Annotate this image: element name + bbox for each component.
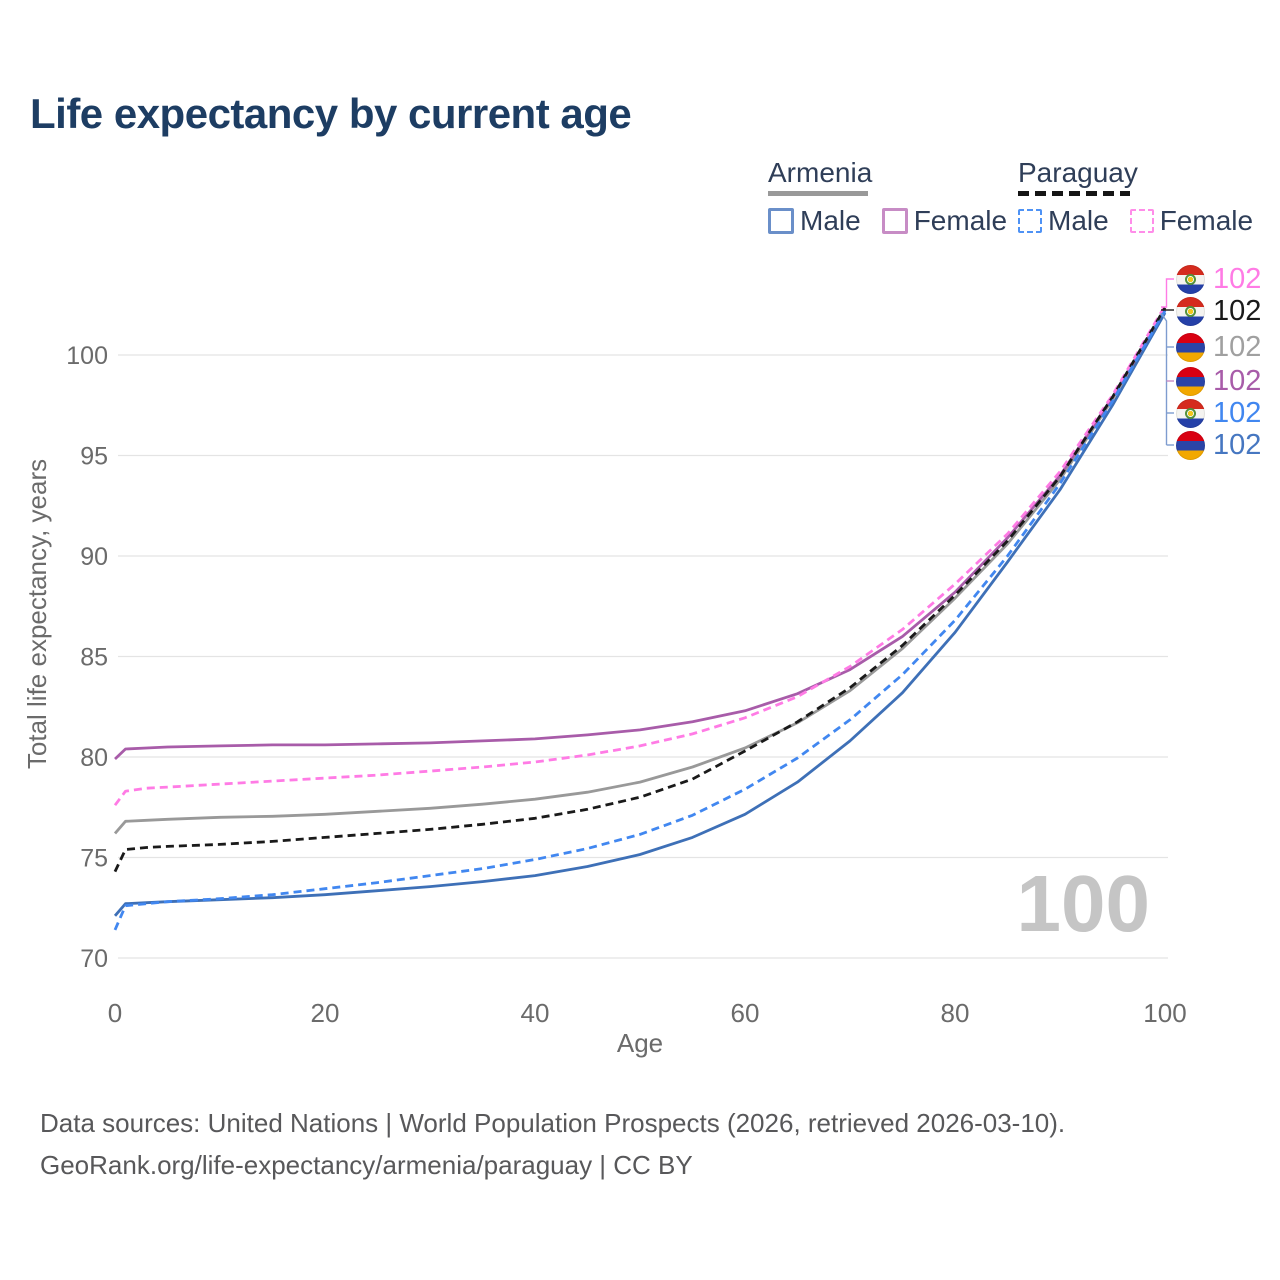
armenia-flag-icon	[1176, 430, 1205, 460]
y-tick-label: 95	[80, 443, 108, 471]
x-tick-label: 0	[108, 998, 122, 1028]
end-label-row: 102	[1176, 366, 1261, 396]
paraguay-flag-icon	[1176, 264, 1205, 294]
legend-item-label: Male	[1048, 205, 1109, 236]
series-line-armenia-male	[113, 312, 1167, 917]
checkbox-paraguay-male[interactable]	[1018, 209, 1042, 233]
leader-line	[1160, 312, 1168, 445]
legend-item-paraguay-male[interactable]: Male	[1018, 205, 1109, 237]
footer-link-line: GeoRank.org/life-expectancy/armenia/para…	[40, 1150, 693, 1180]
end-label-row: 102	[1176, 296, 1261, 326]
legend-item-paraguay-female[interactable]: Female	[1129, 205, 1254, 237]
legend-country-paraguay[interactable]: Paraguay	[1018, 157, 1138, 188]
y-axis-title: Total life expectancy, years	[22, 459, 52, 769]
y-tick-label: 80	[80, 744, 108, 772]
series-line-armenia-female	[114, 309, 1167, 761]
legend-group-paraguay: Paraguay Male Female	[1018, 158, 1253, 237]
x-tick-label: 60	[731, 998, 760, 1028]
x-tick-label: 100	[1143, 998, 1186, 1028]
x-tick-label: 80	[941, 998, 970, 1028]
y-tick-label: 90	[80, 543, 108, 571]
footer-sources-line: Data sources: United Nations | World Pop…	[40, 1108, 1066, 1138]
checkbox-armenia-female[interactable]	[881, 208, 908, 234]
legend-group-armenia: Armenia Male Female	[768, 158, 1007, 237]
legend-country-armenia[interactable]: Armenia	[768, 157, 873, 188]
x-axis-title: Age	[617, 1028, 663, 1058]
legend-item-armenia-male[interactable]: Male	[768, 205, 861, 237]
series-line-paraguay-female	[113, 305, 1167, 807]
end-label-row: 102	[1176, 332, 1261, 362]
checkbox-paraguay-female[interactable]	[1129, 209, 1154, 233]
series-line-armenia-all	[113, 308, 1167, 835]
end-value-label: 102	[1213, 397, 1262, 429]
legend-line-swatch-armenia	[768, 191, 868, 196]
x-tick-label: 40	[521, 998, 550, 1028]
series-line-paraguay-male	[113, 310, 1167, 931]
legend-line-swatch-paraguay	[1018, 191, 1130, 196]
legend-item-armenia-female[interactable]: Female	[881, 205, 1008, 237]
paraguay-flag-icon	[1176, 296, 1205, 326]
end-label-row: 102	[1176, 264, 1261, 294]
x-tick-label: 20	[311, 998, 340, 1028]
end-value-label: 102	[1213, 365, 1262, 397]
armenia-flag-icon	[1176, 366, 1205, 396]
legend-item-label: Female	[1159, 205, 1254, 236]
y-tick-label: 100	[66, 342, 108, 370]
checkbox-armenia-male[interactable]	[768, 208, 794, 234]
age-counter-watermark: 100	[1016, 859, 1150, 948]
y-tick-label: 75	[80, 845, 108, 873]
end-value-label: 102	[1213, 331, 1262, 363]
leader-line	[1161, 278, 1174, 308]
series-line-paraguay-all	[113, 307, 1167, 873]
armenia-flag-icon	[1176, 332, 1205, 362]
end-value-label: 102	[1213, 263, 1262, 295]
y-tick-label: 70	[80, 945, 108, 973]
y-tick-label: 85	[80, 644, 108, 672]
end-label-row: 102	[1176, 430, 1261, 460]
legend-item-label: Male	[800, 205, 861, 236]
footer: Data sources: United Nations | World Pop…	[40, 1102, 1065, 1186]
paraguay-flag-icon	[1176, 398, 1205, 428]
end-value-label: 102	[1213, 295, 1262, 327]
page-title: Life expectancy by current age	[30, 90, 632, 137]
legend-item-label: Female	[913, 205, 1008, 236]
end-label-row: 102	[1176, 398, 1261, 428]
end-value-label: 102	[1213, 429, 1262, 461]
